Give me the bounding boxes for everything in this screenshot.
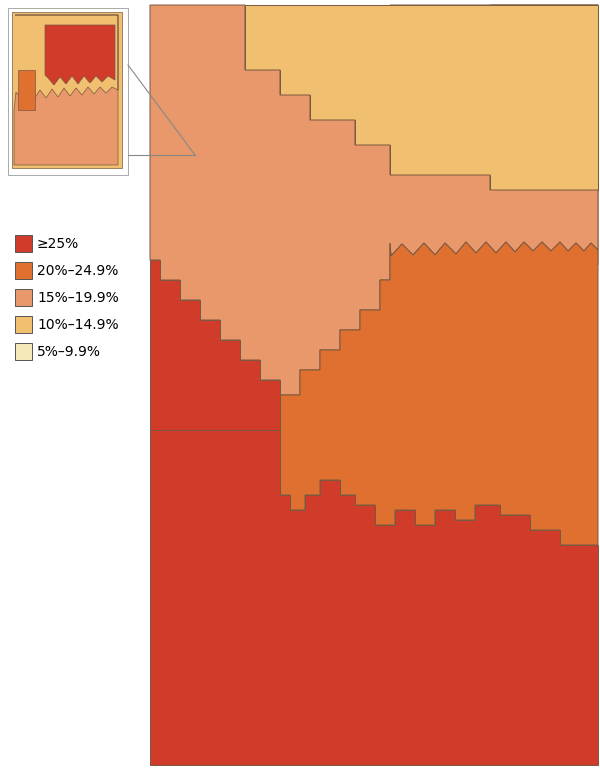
Polygon shape [14,15,118,165]
Text: ≥25%: ≥25% [37,236,79,250]
Polygon shape [12,12,122,168]
Polygon shape [18,70,35,110]
Text: 5%–9.9%: 5%–9.9% [37,344,101,359]
Bar [15,316,32,333]
Polygon shape [245,5,598,190]
Polygon shape [490,5,598,83]
Polygon shape [8,8,128,175]
Polygon shape [280,242,598,545]
Polygon shape [150,430,598,765]
Text: 15%–19.9%: 15%–19.9% [37,290,119,304]
Polygon shape [150,260,280,430]
Text: 20%–24.9%: 20%–24.9% [37,263,118,277]
Bar [15,289,32,306]
Text: 10%–14.9%: 10%–14.9% [37,317,119,332]
Polygon shape [45,25,115,85]
Bar [15,235,32,252]
Polygon shape [8,8,128,175]
Polygon shape [390,5,598,268]
Bar [15,262,32,279]
Bar [15,343,32,360]
Polygon shape [150,5,598,395]
